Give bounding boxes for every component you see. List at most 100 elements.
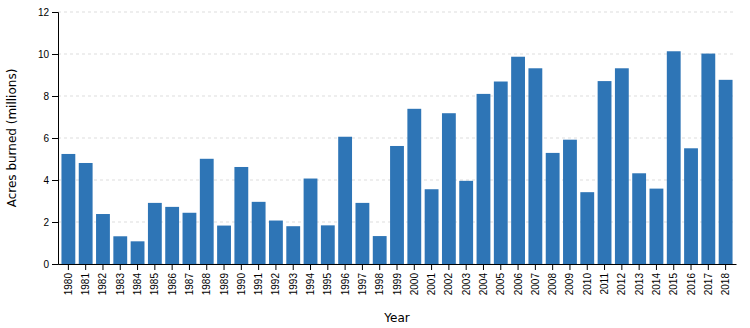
tick-label: 2011 bbox=[599, 273, 610, 295]
tick: 1983 bbox=[115, 264, 126, 295]
tick-mark bbox=[52, 54, 58, 55]
tick-mark bbox=[483, 264, 484, 270]
tick: 1984 bbox=[132, 264, 143, 295]
tick-mark bbox=[448, 264, 449, 270]
tick-mark bbox=[345, 264, 346, 270]
bar bbox=[511, 57, 525, 264]
tick: 12 bbox=[38, 7, 58, 18]
tick-mark bbox=[587, 264, 588, 270]
tick: 2003 bbox=[461, 264, 472, 295]
grid-line bbox=[58, 12, 736, 13]
tick: 1982 bbox=[97, 264, 108, 295]
bar bbox=[131, 241, 145, 264]
tick-label: 1981 bbox=[80, 273, 91, 296]
bar bbox=[528, 68, 542, 264]
tick-mark bbox=[327, 264, 328, 270]
plot: 1980198119821983198419851986198719881989… bbox=[38, 7, 737, 296]
tick-label: 12 bbox=[38, 7, 50, 18]
tick: 2005 bbox=[495, 264, 506, 295]
bar bbox=[338, 137, 352, 264]
tick-label: 2002 bbox=[443, 273, 454, 296]
tick-mark bbox=[52, 180, 58, 181]
tick: 10 bbox=[38, 49, 58, 60]
tick-label: 1990 bbox=[236, 273, 247, 296]
x-axis: 1980198119821983198419851986198719881989… bbox=[59, 264, 737, 295]
tick-mark bbox=[102, 264, 103, 270]
tick: 0 bbox=[43, 259, 58, 270]
tick-label: 1995 bbox=[322, 273, 333, 296]
tick-label: 2014 bbox=[651, 273, 662, 296]
tick-label: 1998 bbox=[374, 273, 385, 296]
tick-label: 2006 bbox=[513, 273, 524, 296]
tick-label: 1985 bbox=[149, 273, 160, 296]
bar bbox=[390, 146, 404, 264]
bar bbox=[200, 159, 214, 264]
bar bbox=[632, 173, 646, 264]
tick-label: 1982 bbox=[97, 273, 108, 296]
grid-line bbox=[58, 54, 736, 55]
bar bbox=[650, 189, 664, 264]
bar bbox=[684, 148, 698, 264]
tick-mark bbox=[154, 264, 155, 270]
bar bbox=[355, 203, 369, 264]
tick-mark bbox=[725, 264, 726, 270]
bar bbox=[442, 113, 456, 264]
grid bbox=[58, 12, 736, 264]
tick: 8 bbox=[43, 91, 58, 102]
bar bbox=[252, 202, 266, 264]
tick-label: 2009 bbox=[564, 273, 575, 296]
tick-mark bbox=[52, 96, 58, 97]
tick: 1988 bbox=[201, 264, 212, 295]
tick-mark bbox=[137, 264, 138, 270]
tick-mark bbox=[52, 138, 58, 139]
tick: 1996 bbox=[340, 264, 351, 295]
tick-mark bbox=[518, 264, 519, 270]
tick: 2 bbox=[43, 217, 58, 228]
tick-label: 2 bbox=[43, 217, 49, 228]
tick-label: 1992 bbox=[270, 273, 281, 296]
tick-mark bbox=[621, 264, 622, 270]
bar bbox=[183, 213, 197, 264]
tick-mark bbox=[293, 264, 294, 270]
tick-label: 1988 bbox=[201, 273, 212, 296]
tick-mark bbox=[656, 264, 657, 270]
tick-label: 1999 bbox=[392, 273, 403, 296]
tick: 4 bbox=[43, 175, 58, 186]
bars bbox=[61, 51, 732, 264]
tick: 1989 bbox=[219, 264, 230, 295]
tick-label: 2007 bbox=[530, 273, 541, 296]
tick-mark bbox=[52, 222, 58, 223]
tick: 2018 bbox=[720, 264, 731, 295]
tick: 1981 bbox=[80, 264, 91, 295]
tick-label: 8 bbox=[43, 91, 49, 102]
tick-label: 2005 bbox=[495, 273, 506, 296]
tick-label: 2013 bbox=[634, 273, 645, 296]
tick: 1999 bbox=[392, 264, 403, 295]
tick: 2007 bbox=[530, 264, 541, 295]
tick-mark bbox=[258, 264, 259, 270]
bar bbox=[113, 236, 127, 264]
axis-line bbox=[52, 13, 59, 265]
bar bbox=[425, 189, 439, 264]
y-axis-title: Acres burned (millions) bbox=[5, 69, 19, 208]
tick: 1992 bbox=[270, 264, 281, 295]
tick: 2011 bbox=[599, 264, 610, 295]
tick: 1990 bbox=[236, 264, 247, 295]
tick: 1991 bbox=[253, 264, 264, 295]
tick-label: 2018 bbox=[720, 273, 731, 296]
grid-line bbox=[58, 96, 736, 97]
bar bbox=[217, 226, 231, 264]
bar bbox=[667, 51, 681, 264]
tick-mark bbox=[52, 12, 58, 13]
tick: 1986 bbox=[167, 264, 178, 295]
bar bbox=[96, 214, 110, 264]
tick-mark bbox=[500, 264, 501, 270]
tick-label: 2017 bbox=[703, 273, 714, 296]
bar bbox=[373, 236, 387, 264]
tick-mark bbox=[379, 264, 380, 270]
tick-label: 1994 bbox=[305, 273, 316, 296]
tick-mark bbox=[466, 264, 467, 270]
tick-mark bbox=[639, 264, 640, 270]
bar bbox=[563, 140, 577, 264]
tick-label: 2016 bbox=[686, 273, 697, 296]
